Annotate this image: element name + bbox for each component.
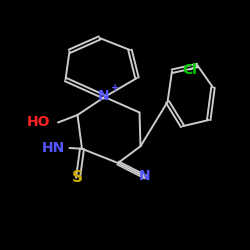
Text: Cl: Cl xyxy=(182,63,198,77)
Text: HO: HO xyxy=(27,116,50,130)
Text: S: S xyxy=(72,170,83,185)
Text: +: + xyxy=(112,83,120,93)
Text: N: N xyxy=(98,89,110,103)
Text: HN: HN xyxy=(42,141,66,155)
Text: N: N xyxy=(139,169,151,183)
